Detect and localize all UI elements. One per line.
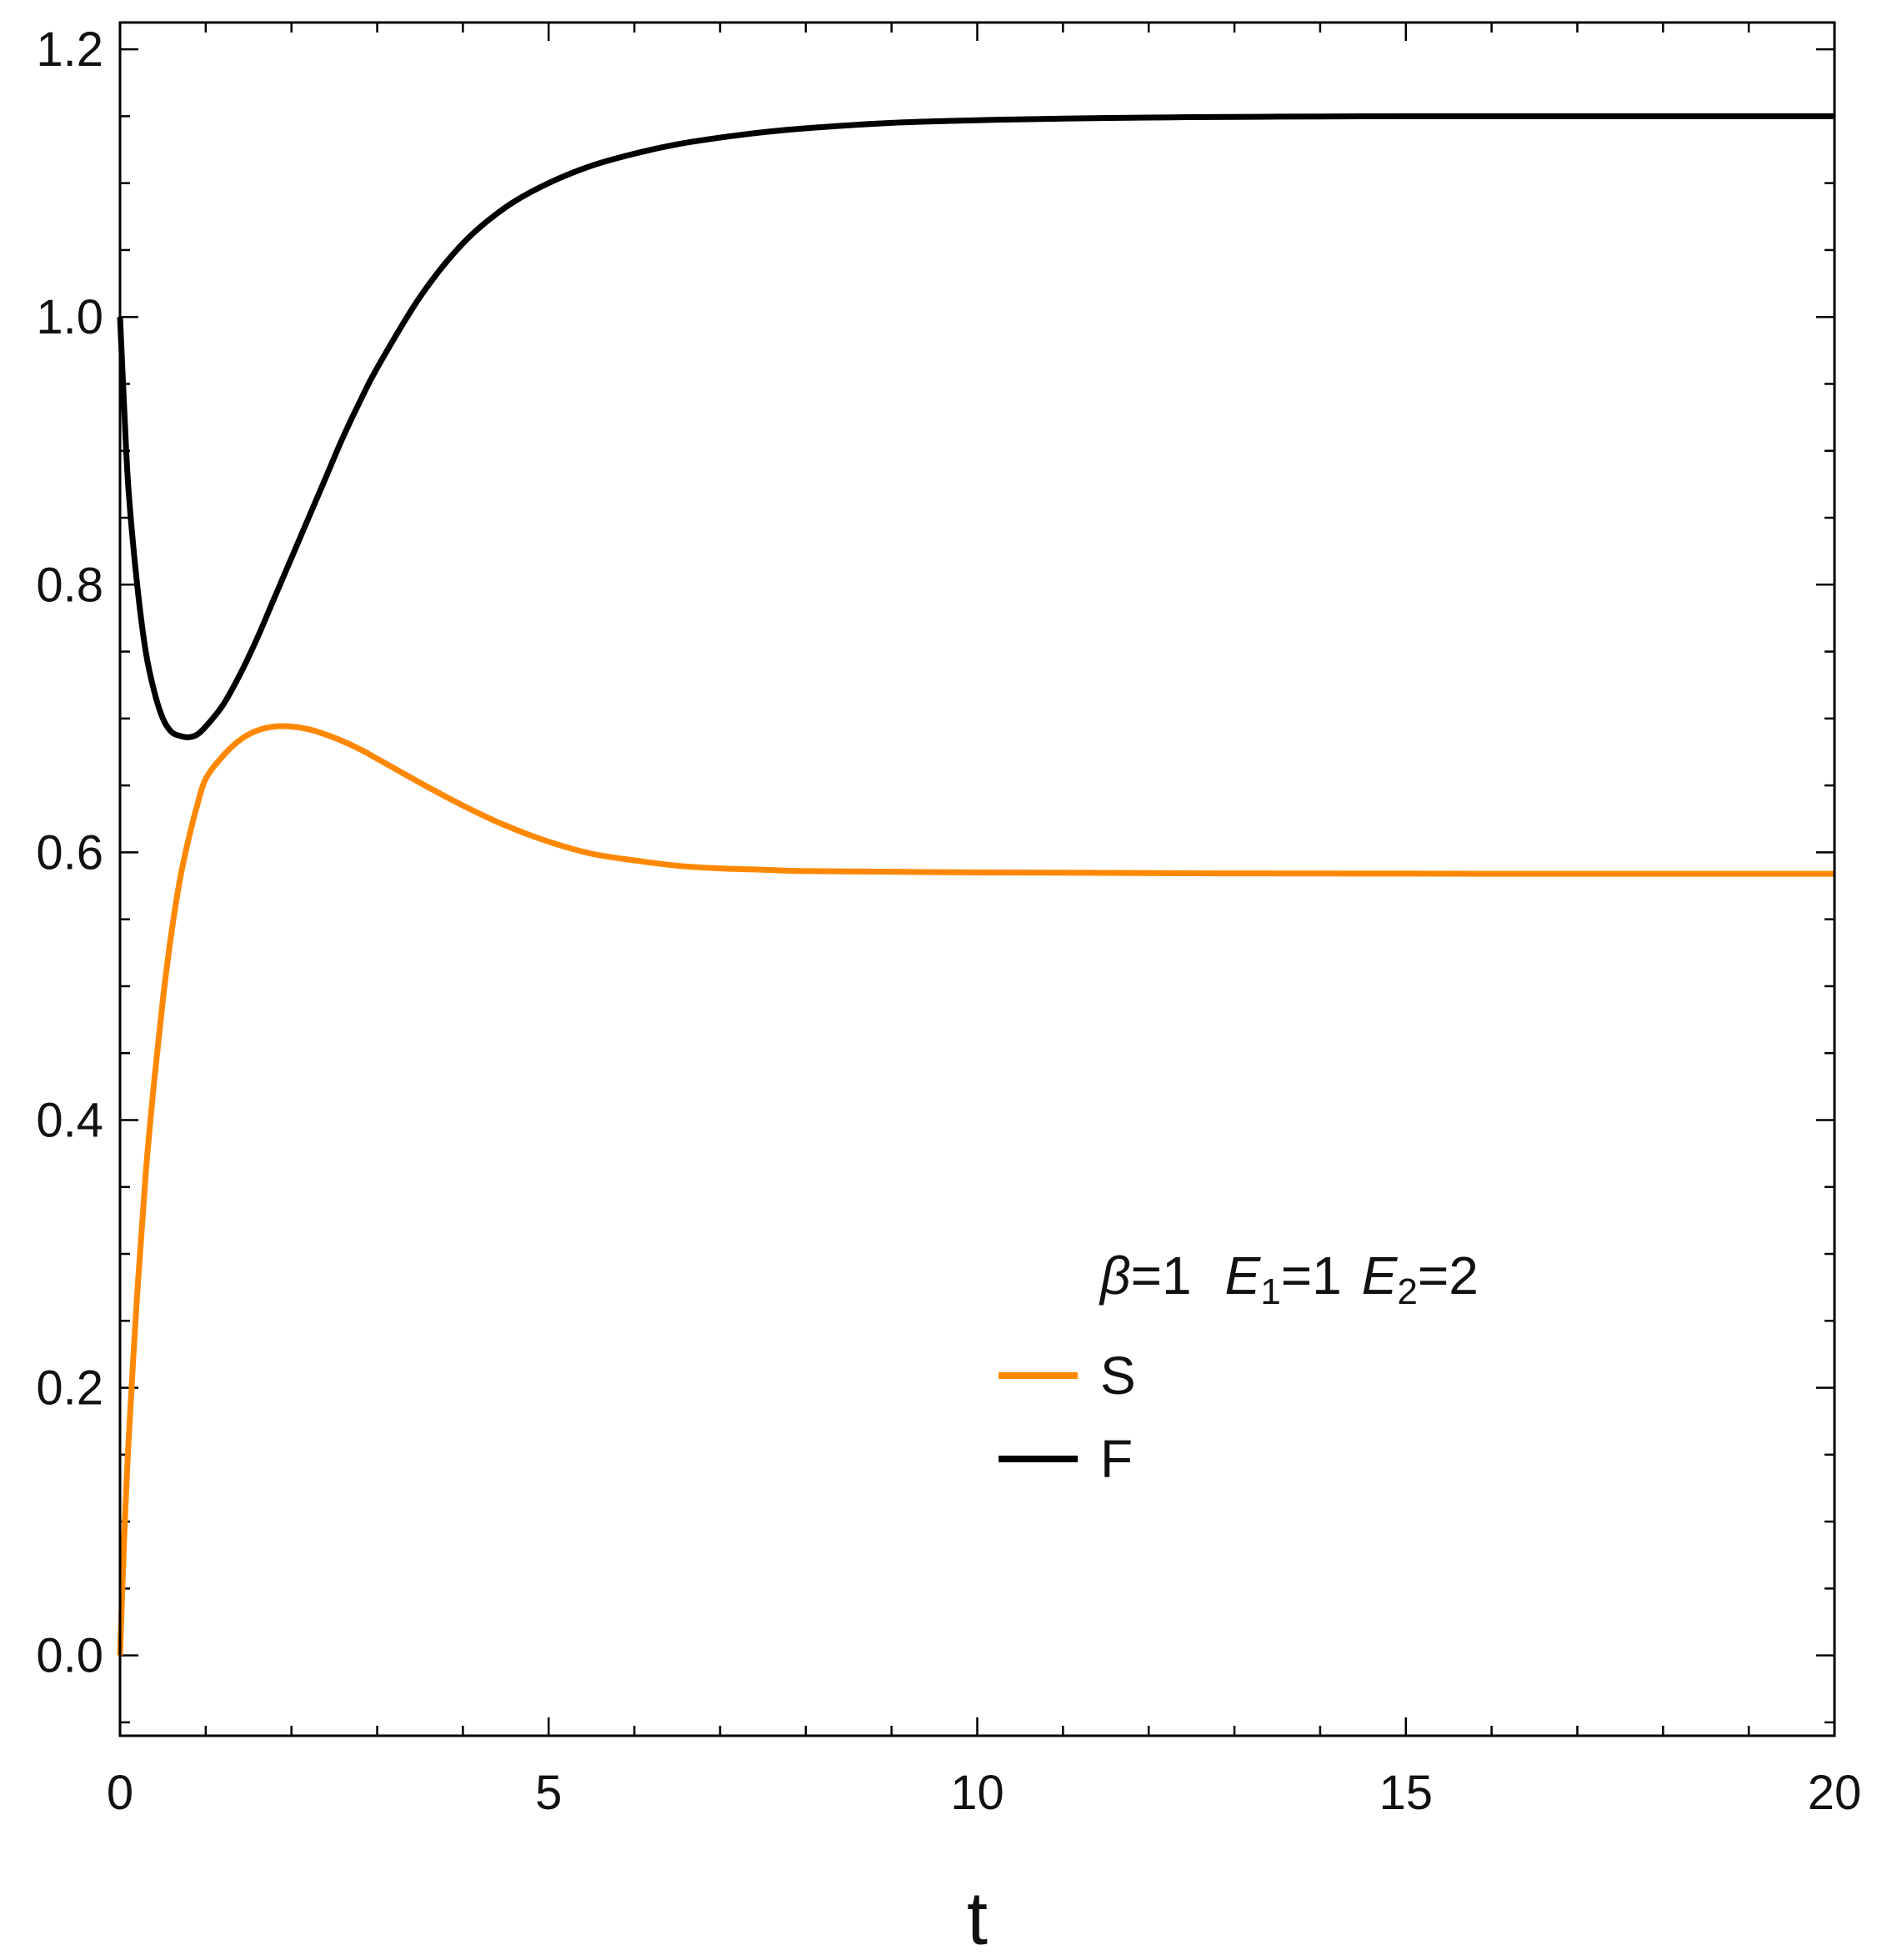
legend-e2-subscript: 2	[1397, 1271, 1417, 1312]
legend: β=1 E1=1 E2=2 S F	[999, 1246, 1479, 1489]
legend-e1-symbol: E	[1225, 1246, 1262, 1306]
y-tick-label: 0.4	[36, 1093, 103, 1147]
x-tick-label: 10	[950, 1766, 1004, 1820]
tick-label-layer: 0 5 10 15 20 0.0 0.2 0.4 0.6 0.8 1.0 1.2	[36, 23, 1861, 1820]
legend-beta-value: =1	[1131, 1246, 1192, 1306]
series-line-f	[117, 113, 1834, 740]
legend-e1-value: =1	[1281, 1246, 1342, 1306]
legend-e2-symbol: E	[1362, 1246, 1399, 1306]
y-tick-label: 0.2	[36, 1361, 103, 1416]
series-layer	[117, 113, 1834, 1656]
legend-title: β=1 E1=1 E2=2	[1099, 1246, 1479, 1312]
plot-frame	[118, 21, 1836, 1737]
y-tick-label: 0.6	[36, 825, 103, 880]
ticks-layer	[118, 23, 1836, 1736]
x-axis-title: t	[967, 1877, 988, 1960]
y-tick-label: 1.2	[36, 23, 103, 77]
legend-label-f: F	[1100, 1429, 1133, 1489]
series-line-s	[117, 723, 1834, 1656]
legend-label-s: S	[1100, 1346, 1136, 1406]
y-tick-label: 0.8	[36, 558, 103, 612]
x-tick-label: 5	[535, 1766, 562, 1820]
legend-e2-value: =2	[1418, 1246, 1479, 1306]
x-tick-label: 15	[1379, 1766, 1433, 1820]
legend-e1-subscript: 1	[1260, 1271, 1280, 1312]
y-tick-label: 1.0	[36, 290, 103, 344]
y-tick-label: 0.0	[36, 1629, 103, 1683]
legend-beta-symbol: β	[1099, 1246, 1131, 1306]
x-tick-label: 20	[1808, 1766, 1862, 1820]
x-tick-label: 0	[107, 1766, 133, 1820]
